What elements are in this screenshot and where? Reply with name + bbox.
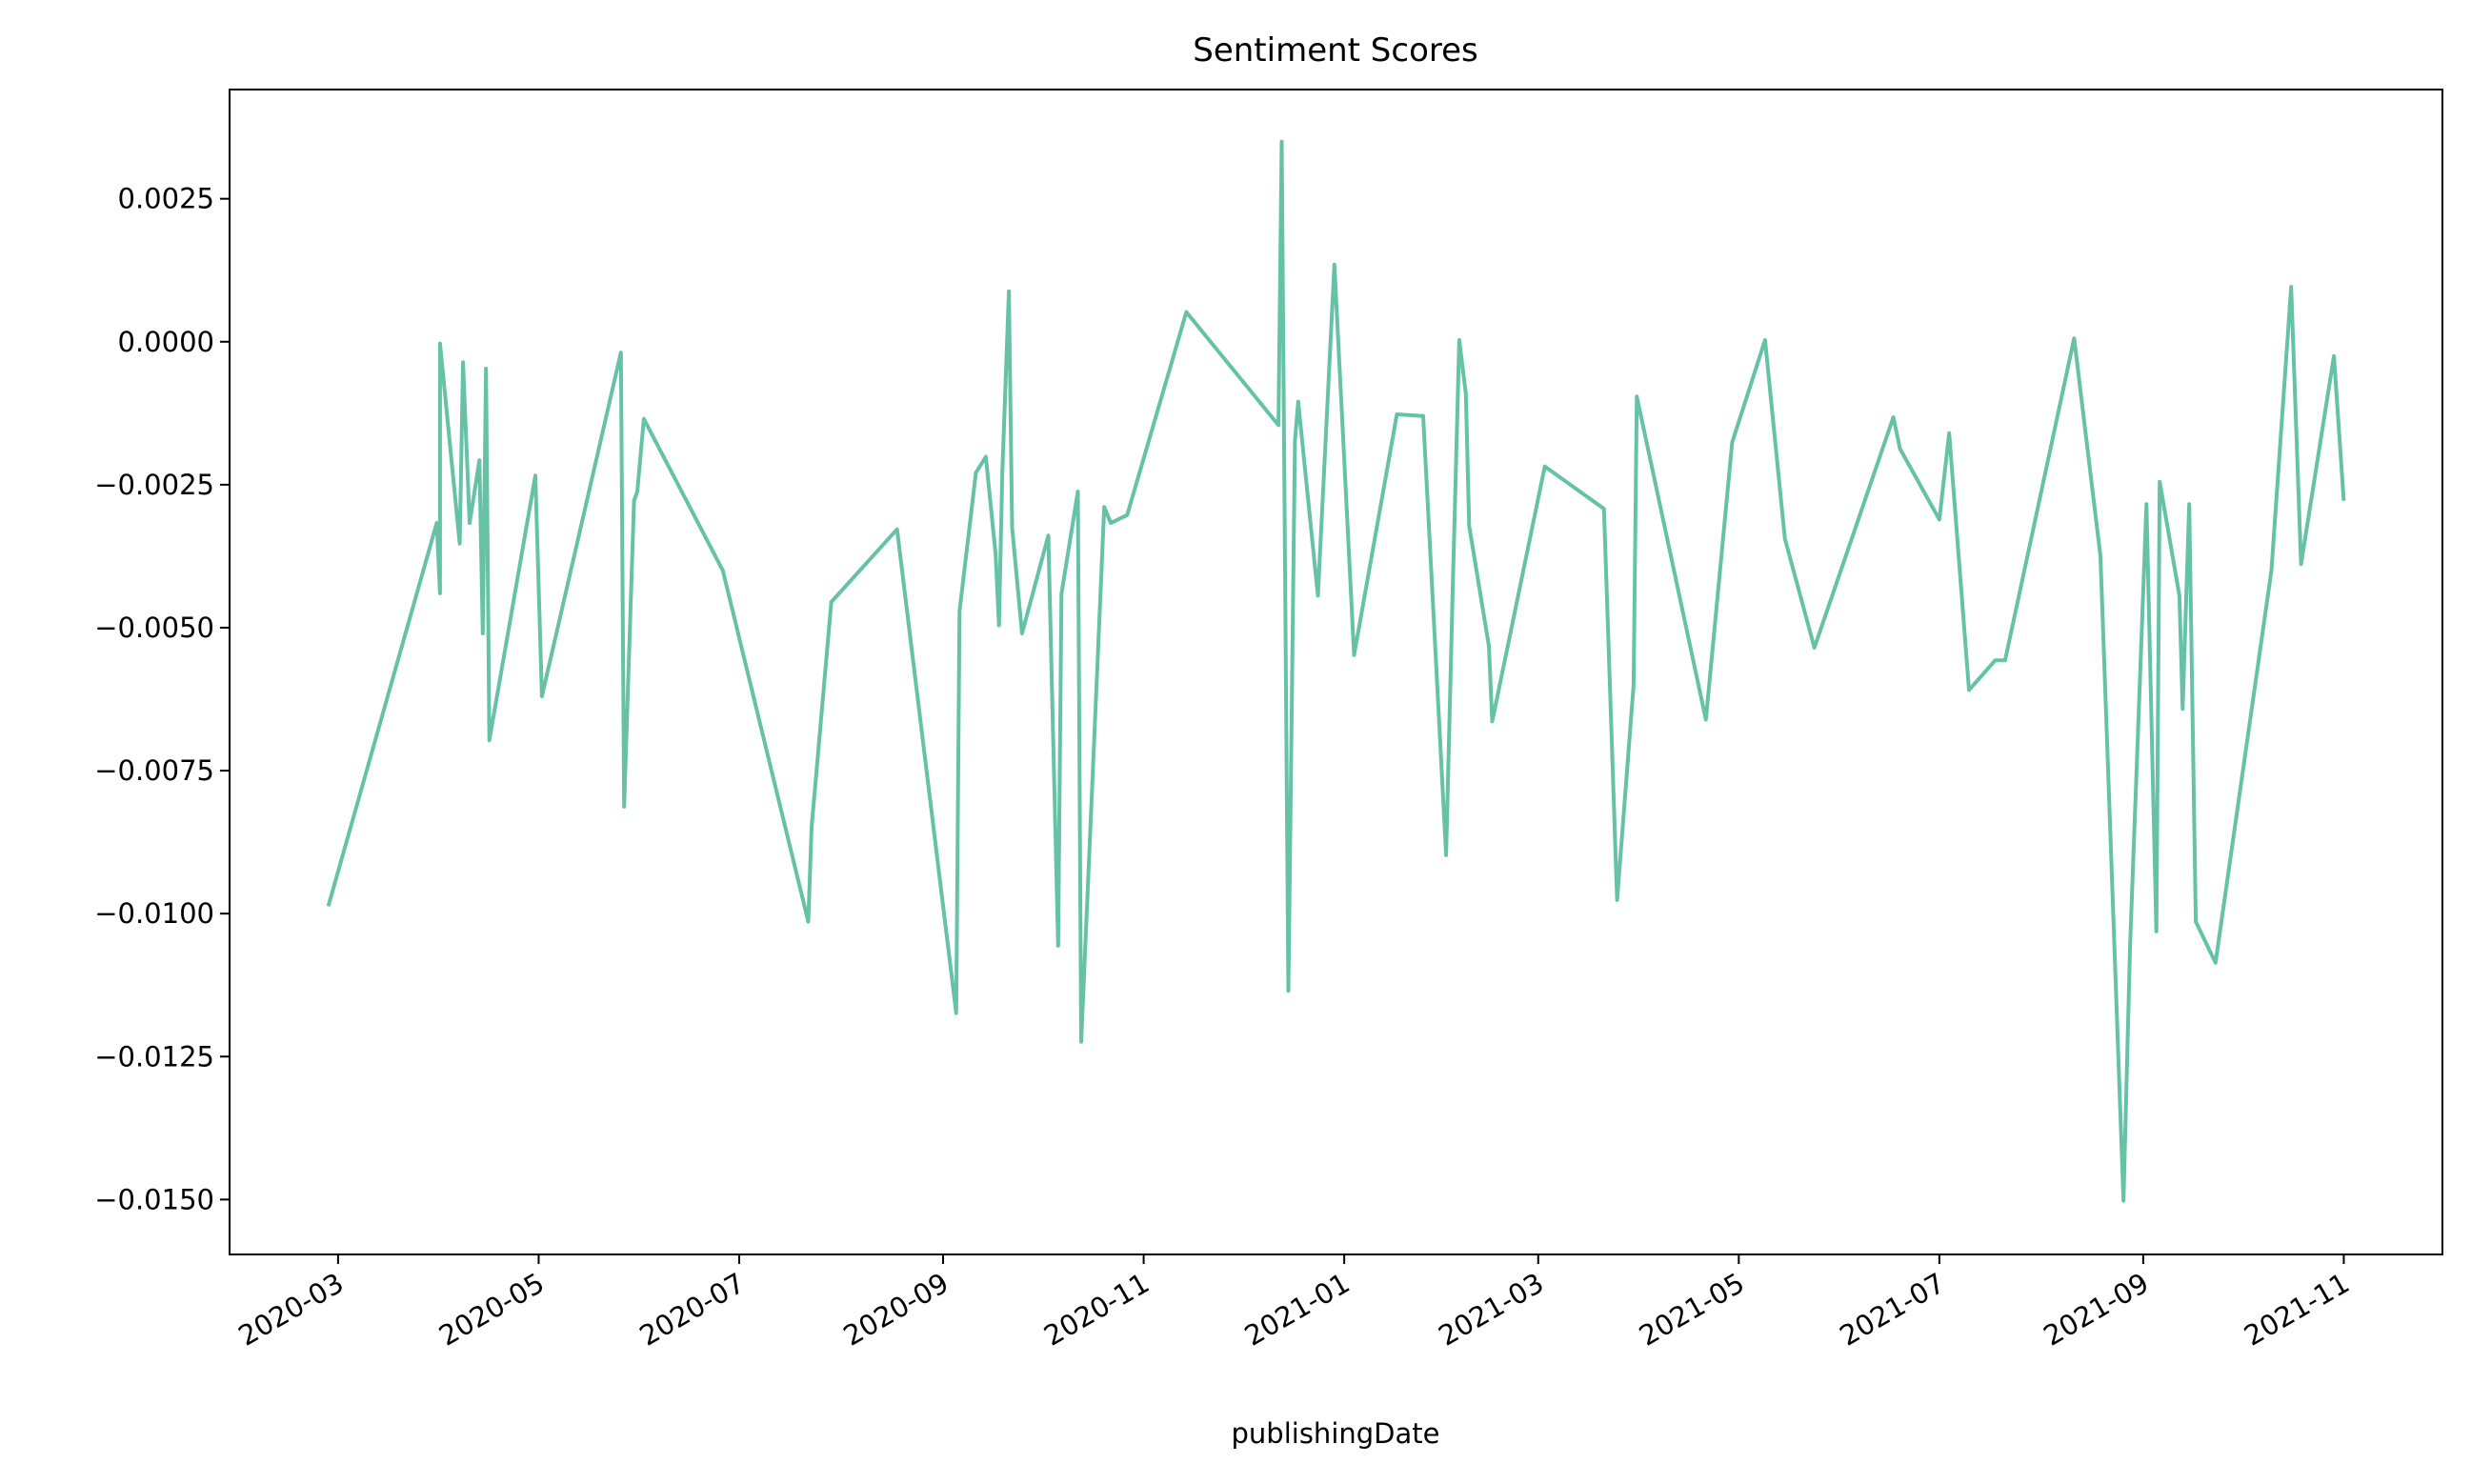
x-tick-label: 2020-03 bbox=[232, 1267, 349, 1353]
x-tick-label: 2021-05 bbox=[1634, 1267, 1750, 1353]
x-tick-label: 2020-05 bbox=[433, 1267, 550, 1353]
x-tick-label: 2021-09 bbox=[2038, 1267, 2154, 1353]
line bbox=[326, 139, 2346, 1203]
y-tick-label: −0.0025 bbox=[94, 469, 214, 501]
y-tick-label: −0.0050 bbox=[94, 612, 214, 644]
y-tick-label: 0.0025 bbox=[118, 183, 214, 215]
x-axis-label: publishingDate bbox=[1232, 1417, 1440, 1450]
x-tick-label: 2021-07 bbox=[1834, 1267, 1950, 1353]
x-tick-label: 2020-09 bbox=[838, 1267, 954, 1353]
x-tick-label: 2021-11 bbox=[2239, 1267, 2355, 1353]
chart-title: Sentiment Scores bbox=[1193, 31, 1478, 70]
x-tick-label: 2021-03 bbox=[1433, 1267, 1549, 1353]
x-tick-label: 2020-11 bbox=[1038, 1267, 1155, 1353]
x-tick-label: 2020-07 bbox=[634, 1267, 751, 1353]
y-tick-label: −0.0125 bbox=[94, 1040, 214, 1073]
plot-frame bbox=[229, 89, 2443, 1255]
y-tick-label: 0.0000 bbox=[118, 326, 214, 358]
x-tick-label: 2021-01 bbox=[1239, 1267, 1356, 1353]
y-tick-label: −0.0100 bbox=[94, 897, 214, 930]
y-tick-label: −0.0075 bbox=[94, 754, 214, 787]
y-tick-label: −0.0150 bbox=[94, 1183, 214, 1215]
